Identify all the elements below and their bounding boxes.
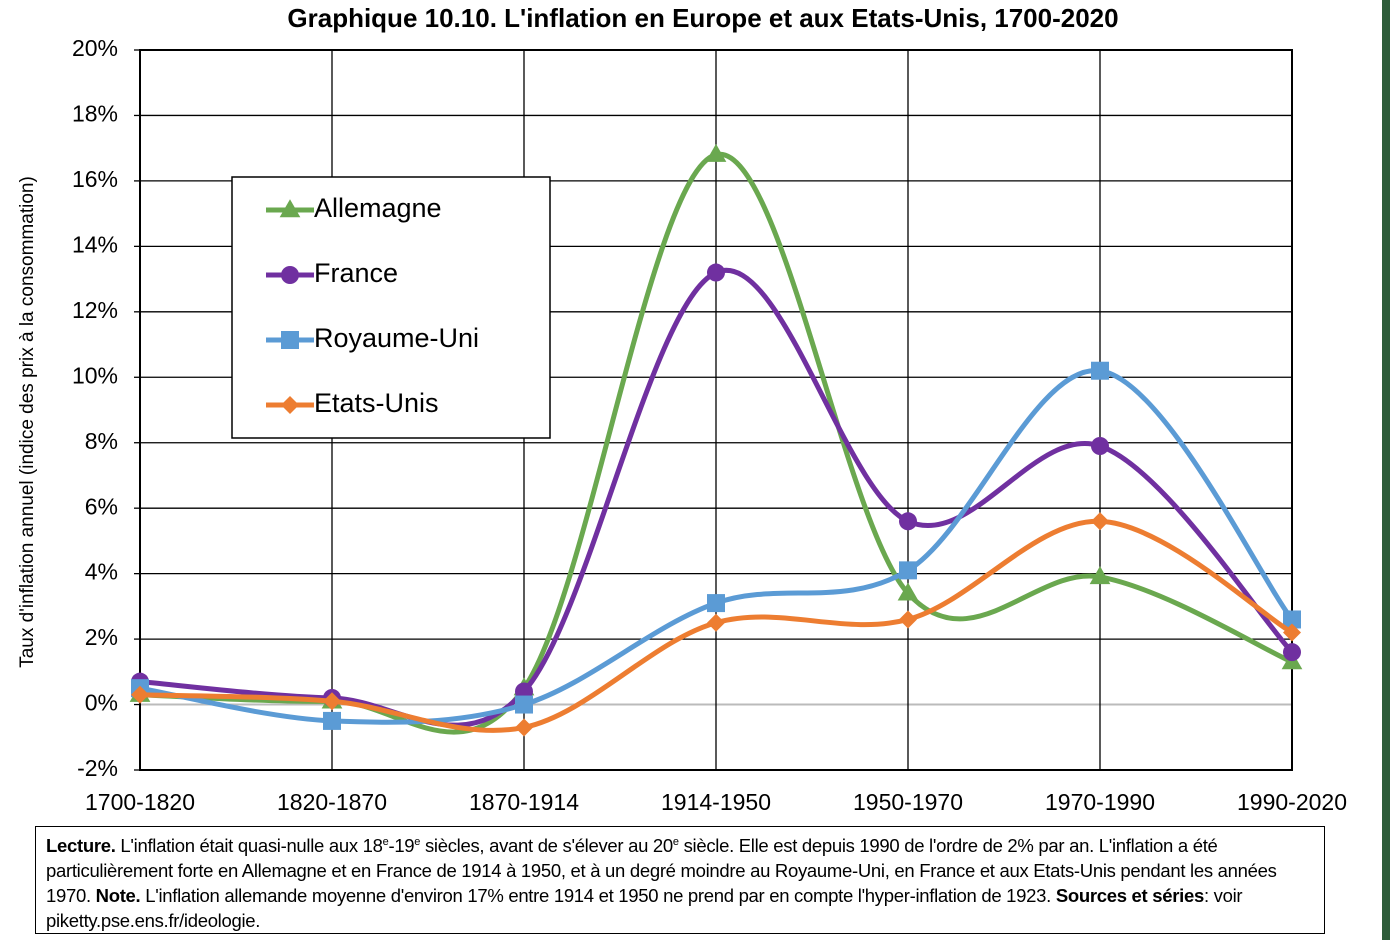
x-tick-label: 1950-1970 xyxy=(853,789,963,815)
marker xyxy=(1283,623,1301,642)
plot-frame xyxy=(139,49,1293,771)
edge-stripe xyxy=(1382,0,1390,940)
marker xyxy=(323,711,341,730)
marker xyxy=(281,331,299,349)
note-text: Sources et séries xyxy=(1055,885,1204,906)
marker xyxy=(281,266,299,284)
marker xyxy=(1091,437,1109,455)
marker xyxy=(1283,643,1301,662)
y-tick-label: -2% xyxy=(77,755,118,781)
marker xyxy=(1091,512,1109,531)
y-tick-label: 16% xyxy=(72,166,118,192)
note-text: e xyxy=(672,835,679,848)
marker xyxy=(705,143,727,162)
marker xyxy=(281,396,299,414)
note-text: : voir piketty.pse.ens.fr/ideologie. xyxy=(46,885,1243,931)
x-tick-label: 1700-1820 xyxy=(85,789,195,815)
note-text: Note. xyxy=(95,885,141,906)
x-tick-label: 1970-1990 xyxy=(1045,789,1155,815)
note-text: L'inflation était quasi-nulle aux 18 xyxy=(115,835,383,856)
x-tick-label: 1914-1950 xyxy=(661,789,771,815)
note-text: -19 xyxy=(388,835,415,856)
marker xyxy=(899,512,917,531)
line xyxy=(139,368,1294,725)
marker xyxy=(1089,566,1111,585)
note-text: e xyxy=(382,835,389,848)
marker xyxy=(515,695,533,714)
y-tick-label: 4% xyxy=(85,559,118,585)
chart-title: Graphique 10.10. L'inflation en Europe e… xyxy=(287,3,1118,33)
legend-label: Royaume-Uni xyxy=(314,323,479,353)
x-tick-label: 1820-1870 xyxy=(277,789,387,815)
marker xyxy=(279,199,301,218)
marker xyxy=(899,610,917,629)
x-tick-label: 1990-2020 xyxy=(1237,789,1347,815)
marker xyxy=(1091,361,1109,380)
legend-label: Allemagne xyxy=(314,193,442,223)
y-tick-label: 2% xyxy=(85,624,118,650)
note-text: siècle. Elle est depuis 1990 de l'ordre … xyxy=(46,835,1277,906)
note-text: siècles, avant de s'élever au 20 xyxy=(420,835,673,856)
marker xyxy=(897,582,919,601)
legend-label: France xyxy=(314,258,398,288)
note-text: e xyxy=(414,835,421,848)
y-tick-label: 0% xyxy=(85,690,118,716)
marker xyxy=(707,263,725,282)
x-tick-label: 1870-1914 xyxy=(469,789,579,815)
legend-box xyxy=(231,176,551,439)
marker xyxy=(899,561,917,580)
y-axis-label: Taux d'inflation annuel (indice des prix… xyxy=(17,176,38,668)
note-text: L'inflation allemande moyenne d'environ … xyxy=(140,885,1056,906)
marker xyxy=(1283,610,1301,629)
note: Lecture. L'inflation était quasi-nulle a… xyxy=(35,826,1325,934)
marker xyxy=(131,685,149,704)
legend-label: Etats-Unis xyxy=(314,388,439,418)
marker xyxy=(515,718,533,737)
y-tick-label: 18% xyxy=(72,101,118,127)
y-tick-label: 12% xyxy=(72,297,118,323)
marker xyxy=(707,613,725,632)
y-tick-label: 8% xyxy=(85,428,118,454)
y-tick-label: 6% xyxy=(85,493,118,519)
marker xyxy=(707,594,725,613)
y-tick-label: 20% xyxy=(72,35,118,61)
y-tick-label: 10% xyxy=(72,362,118,388)
note-text: Lecture. xyxy=(46,835,116,856)
marker xyxy=(323,692,341,711)
y-tick-label: 14% xyxy=(72,231,118,257)
